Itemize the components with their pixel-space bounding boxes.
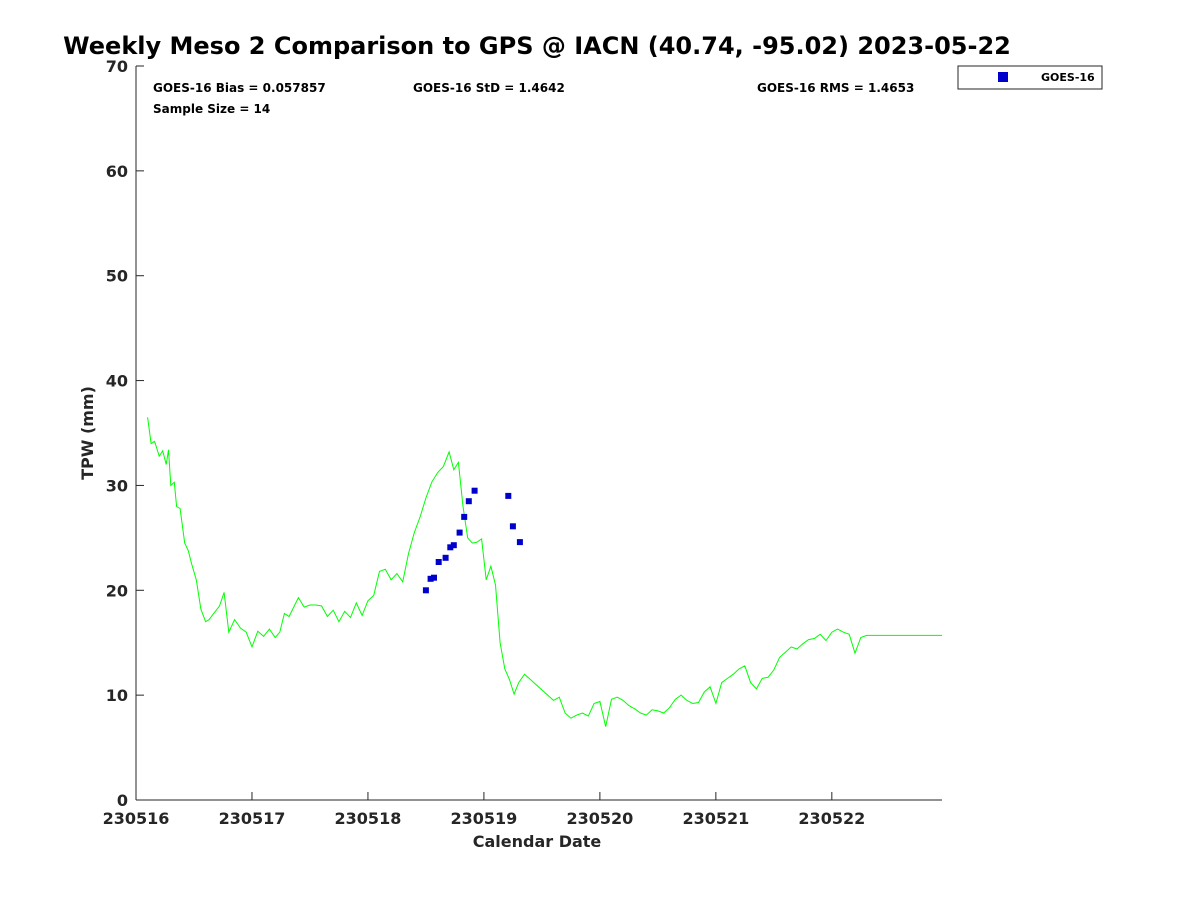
y-tick-label: 20 [106, 581, 128, 600]
chart-title: Weekly Meso 2 Comparison to GPS @ IACN (… [63, 32, 1011, 60]
x-tick-label: 230520 [566, 809, 633, 828]
goes16-point [435, 559, 442, 565]
y-tick-label: 40 [106, 372, 128, 391]
y-axis-label: TPW (mm) [78, 386, 97, 480]
goes16-point [516, 539, 523, 546]
x-tick-label: 230521 [682, 809, 749, 828]
rms-stat: GOES-16 RMS = 1.4653 [757, 81, 914, 95]
y-tick-label: 10 [106, 686, 128, 705]
std-stat: GOES-16 StD = 1.4642 [413, 81, 565, 95]
x-axis-label: Calendar Date [473, 832, 602, 851]
goes16-series-points [422, 487, 523, 594]
x-tick-label: 230516 [103, 809, 170, 828]
goes16-point [471, 487, 478, 494]
goes16-point [505, 492, 512, 499]
plot-area [135, 66, 942, 801]
legend-goes16-label: GOES-16 [1041, 71, 1095, 84]
x-tick-label: 230522 [798, 809, 865, 828]
goes16-point [431, 574, 437, 581]
goes16-point [450, 542, 457, 549]
x-tick-label: 230517 [219, 809, 286, 828]
y-tick-label: 70 [106, 57, 128, 76]
y-tick-label: 50 [106, 267, 128, 286]
goes16-point [461, 513, 468, 520]
sample-size-stat: Sample Size = 14 [153, 102, 270, 116]
y-tick-label: 30 [106, 476, 128, 495]
legend: GOES-16 [957, 65, 1103, 90]
goes16-point [422, 587, 429, 594]
goes16-point [465, 498, 472, 505]
x-tick-label: 230518 [335, 809, 402, 828]
goes16-point [447, 544, 454, 551]
goes16-point [427, 575, 434, 582]
bias-stat: GOES-16 Bias = 0.057857 [153, 81, 326, 95]
goes16-point [509, 523, 516, 530]
legend-goes16-marker [998, 72, 1008, 82]
y-tick-label: 60 [106, 162, 128, 181]
legend-box [957, 65, 1103, 90]
x-tick-label: 230519 [451, 809, 518, 828]
x-ticks: 230516 230517 230518 230519 230520 230521 2305… [103, 792, 865, 828]
gps-series-line [147, 417, 942, 727]
y-ticks: 0 10 20 30 40 50 60 70 [106, 57, 144, 810]
goes16-point [442, 554, 449, 561]
y-tick-label: 0 [117, 791, 128, 810]
goes16-point [456, 529, 463, 536]
